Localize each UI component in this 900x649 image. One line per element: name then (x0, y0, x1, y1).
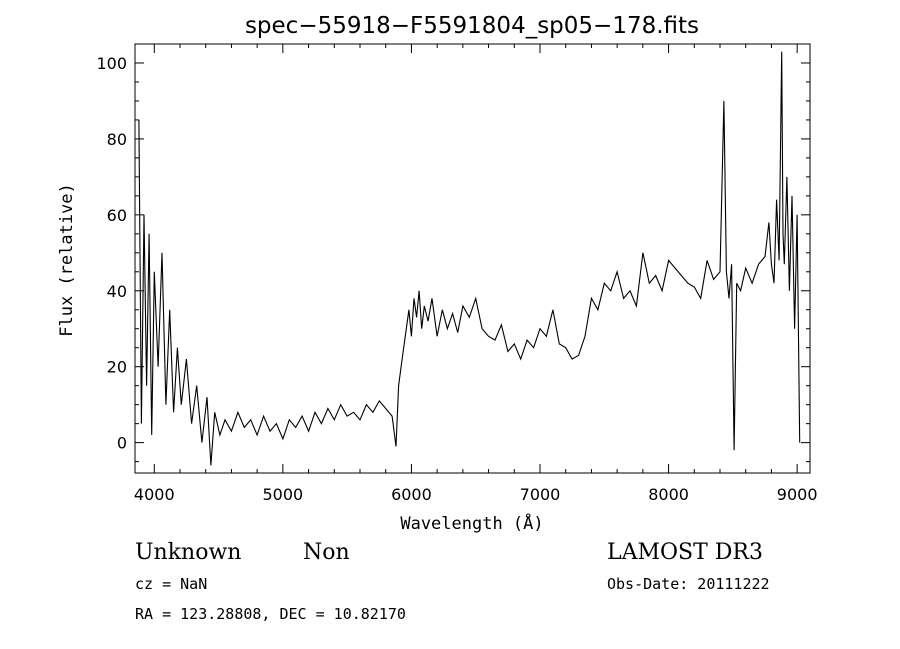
obs-date-label: Obs-Date: 20111222 (607, 575, 770, 593)
tick-labels: 4000 5000 6000 7000 8000 9000 0 20 40 60 80 100 (96, 54, 817, 504)
tick-marks (135, 43, 810, 473)
x-tick-label: 5000 (262, 485, 303, 504)
x-tick-label: 7000 (520, 485, 561, 504)
x-tick-label: 9000 (777, 485, 818, 504)
y-tick-label: 20 (107, 358, 127, 377)
y-tick-label: 100 (96, 54, 127, 73)
cz-label: cz = NaN (135, 575, 207, 593)
coords-label: RA = 123.28808, DEC = 10.82170 (135, 605, 406, 623)
y-tick-label: 40 (107, 282, 127, 301)
object-class-label: Unknown (135, 540, 241, 565)
spectrum-line-0 (138, 51, 801, 466)
x-tick-label: 8000 (648, 485, 689, 504)
plot-frame (134, 43, 811, 474)
axes (134, 43, 811, 474)
y-tick-label: 60 (107, 206, 127, 225)
x-tick-label: 4000 (134, 485, 175, 504)
y-axis-label: Flux (relative) (57, 183, 77, 337)
x-axis-label: Wavelength (Å) (400, 512, 543, 534)
y-tick-label: 0 (117, 434, 127, 453)
chart-title: spec−55918−F5591804_sp05−178.fits (245, 13, 699, 39)
y-tick-label: 80 (107, 130, 127, 149)
spectrum-series (138, 51, 801, 466)
object-subclass-label: Non (303, 540, 350, 565)
survey-label: LAMOST DR3 (607, 540, 763, 565)
x-tick-label: 6000 (391, 485, 432, 504)
